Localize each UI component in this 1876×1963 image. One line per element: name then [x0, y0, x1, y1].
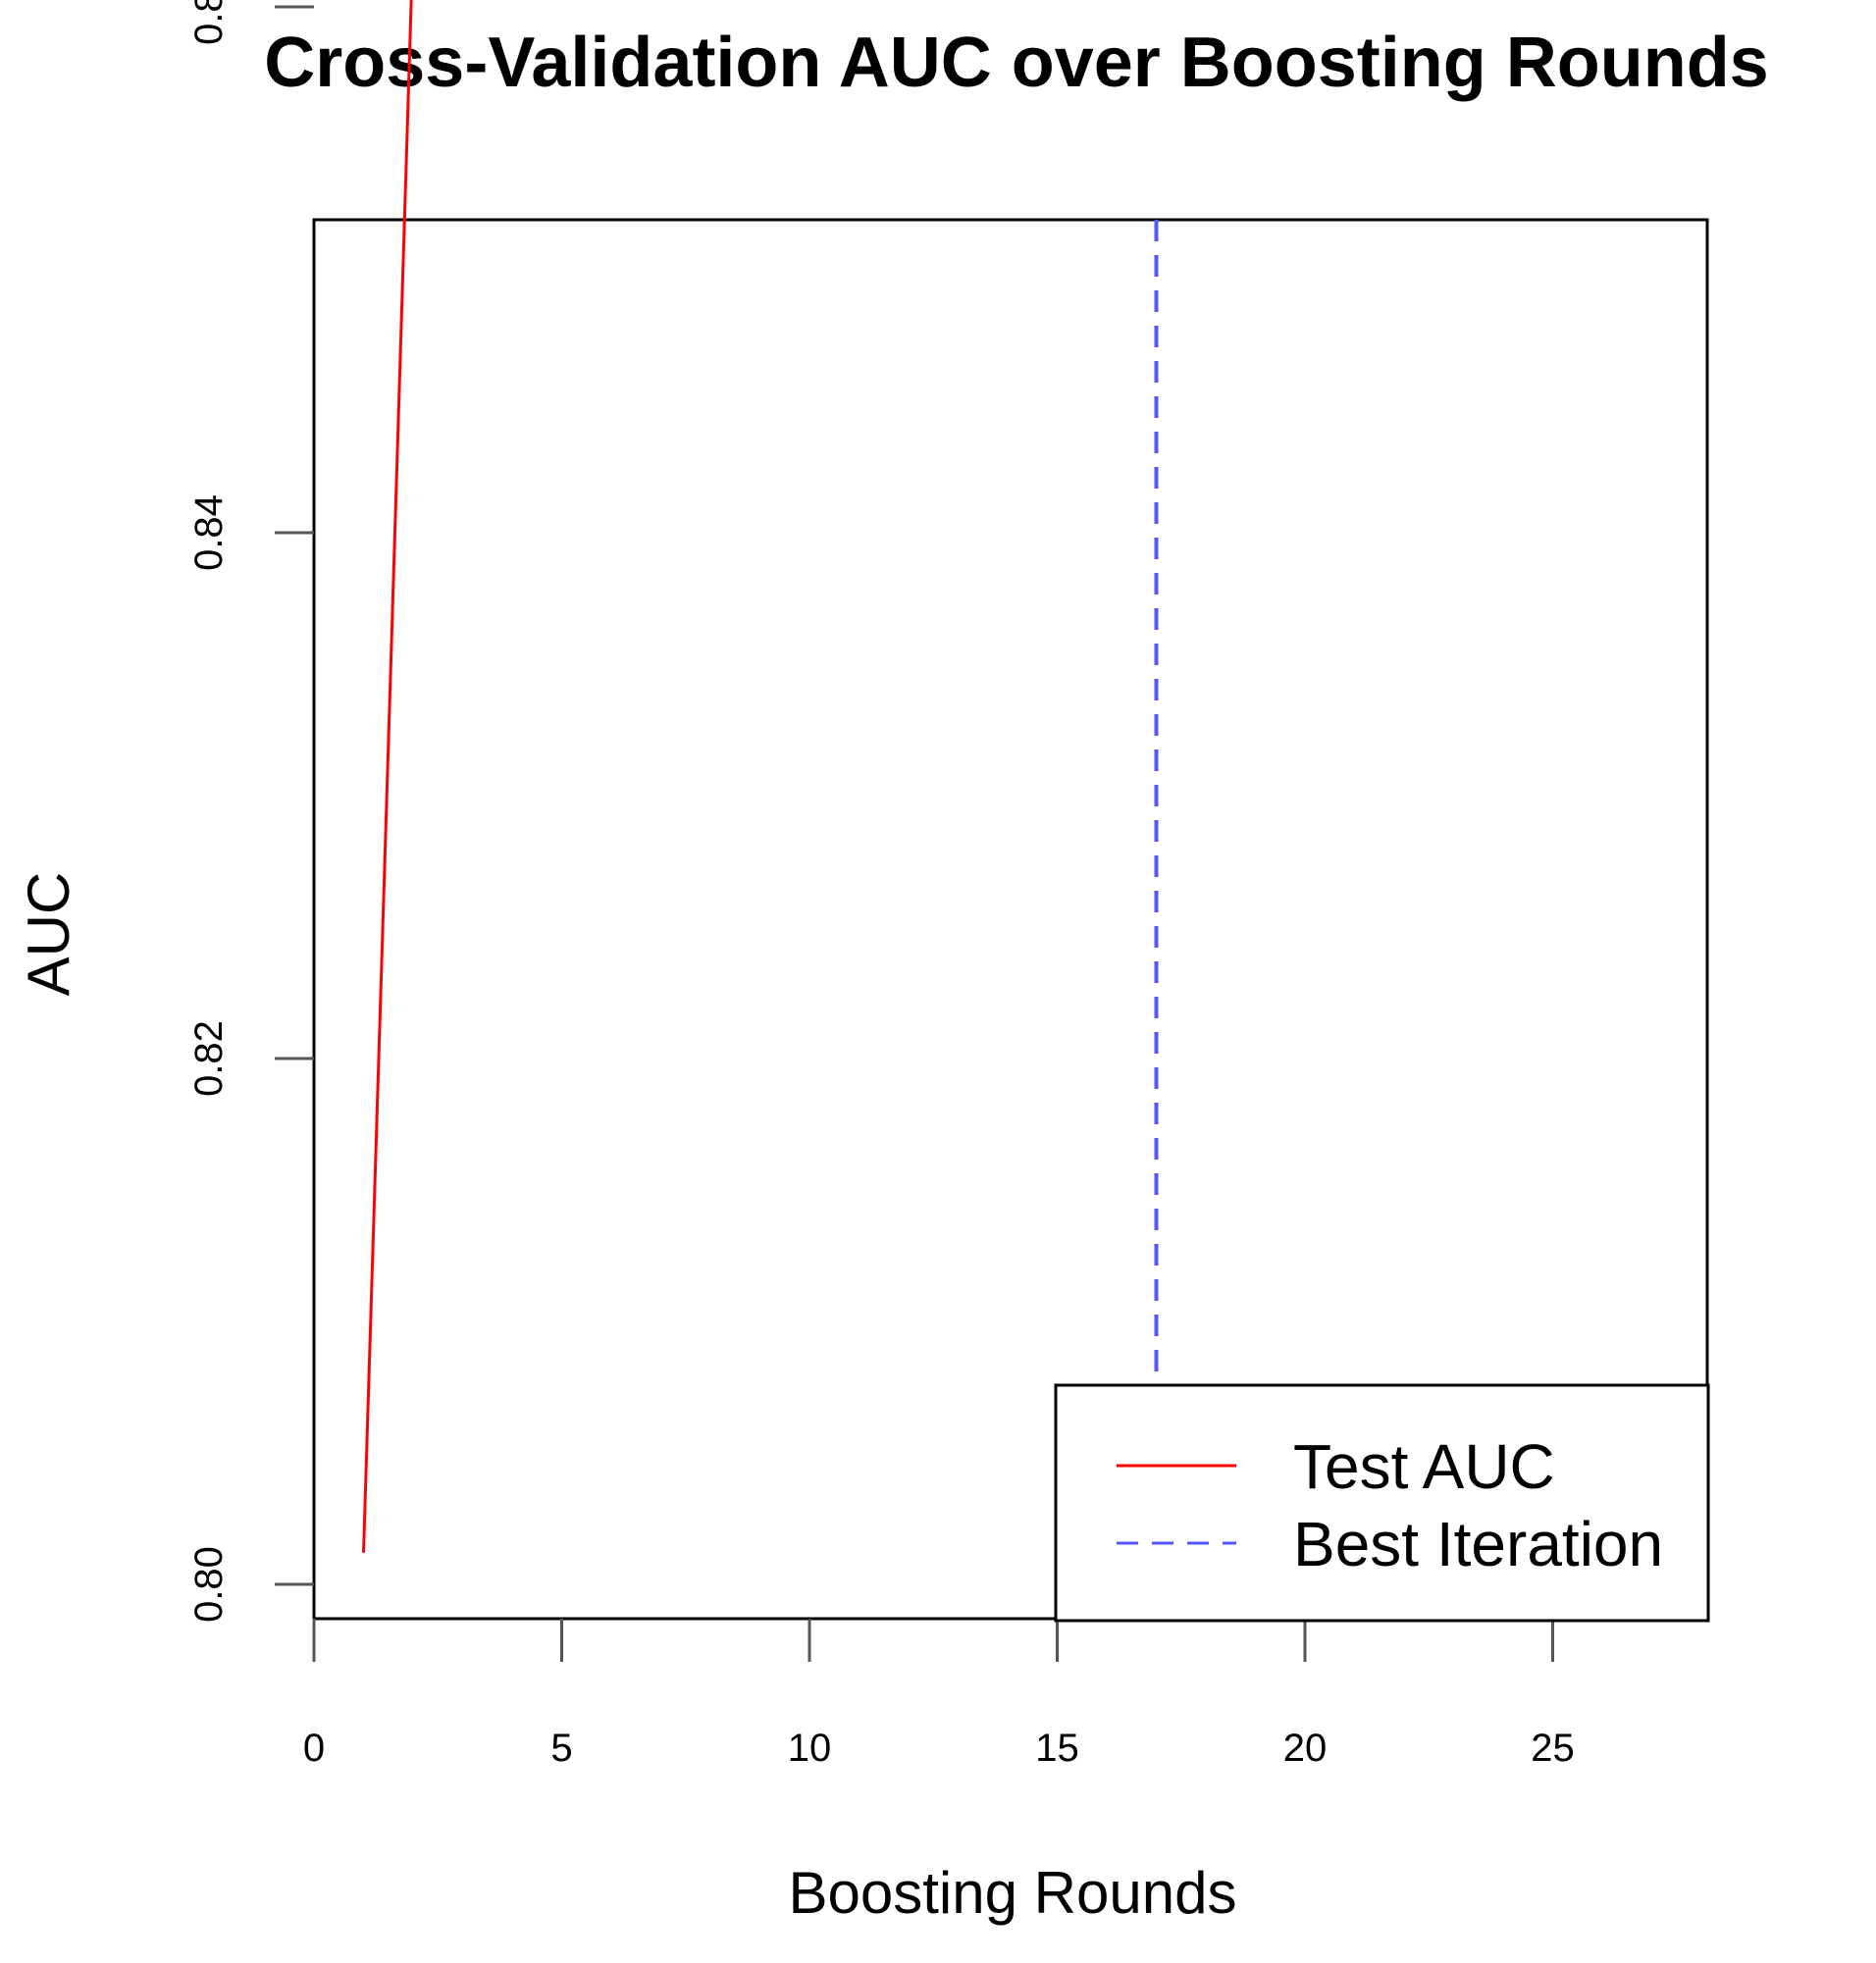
x-tick-label: 5 [550, 1727, 572, 1770]
y-tick-label: 0.86 [187, 0, 231, 45]
y-axis-label: AUC [16, 872, 81, 997]
chart-title: Cross-Validation AUC over Boosting Round… [264, 24, 1768, 102]
y-tick-label: 0.80 [187, 1546, 231, 1623]
x-tick-label: 25 [1531, 1727, 1575, 1770]
y-tick-label: 0.82 [187, 1020, 231, 1097]
x-tick-label: 10 [788, 1727, 832, 1770]
x-tick-label: 0 [303, 1727, 325, 1770]
legend-box [1054, 1383, 1710, 1623]
series-line-test-auc [362, 0, 413, 1553]
legend: Test AUC Best Iteration [1054, 1383, 1710, 1623]
y-tick-label: 0.84 [187, 494, 231, 571]
x-tick-label: 20 [1283, 1727, 1328, 1770]
legend-label-test-auc: Test AUC [1293, 1431, 1555, 1502]
x-tick-label: 15 [1035, 1727, 1079, 1770]
x-axis-label: Boosting Rounds [789, 1860, 1237, 1926]
legend-label-best-iteration: Best Iteration [1293, 1509, 1663, 1579]
